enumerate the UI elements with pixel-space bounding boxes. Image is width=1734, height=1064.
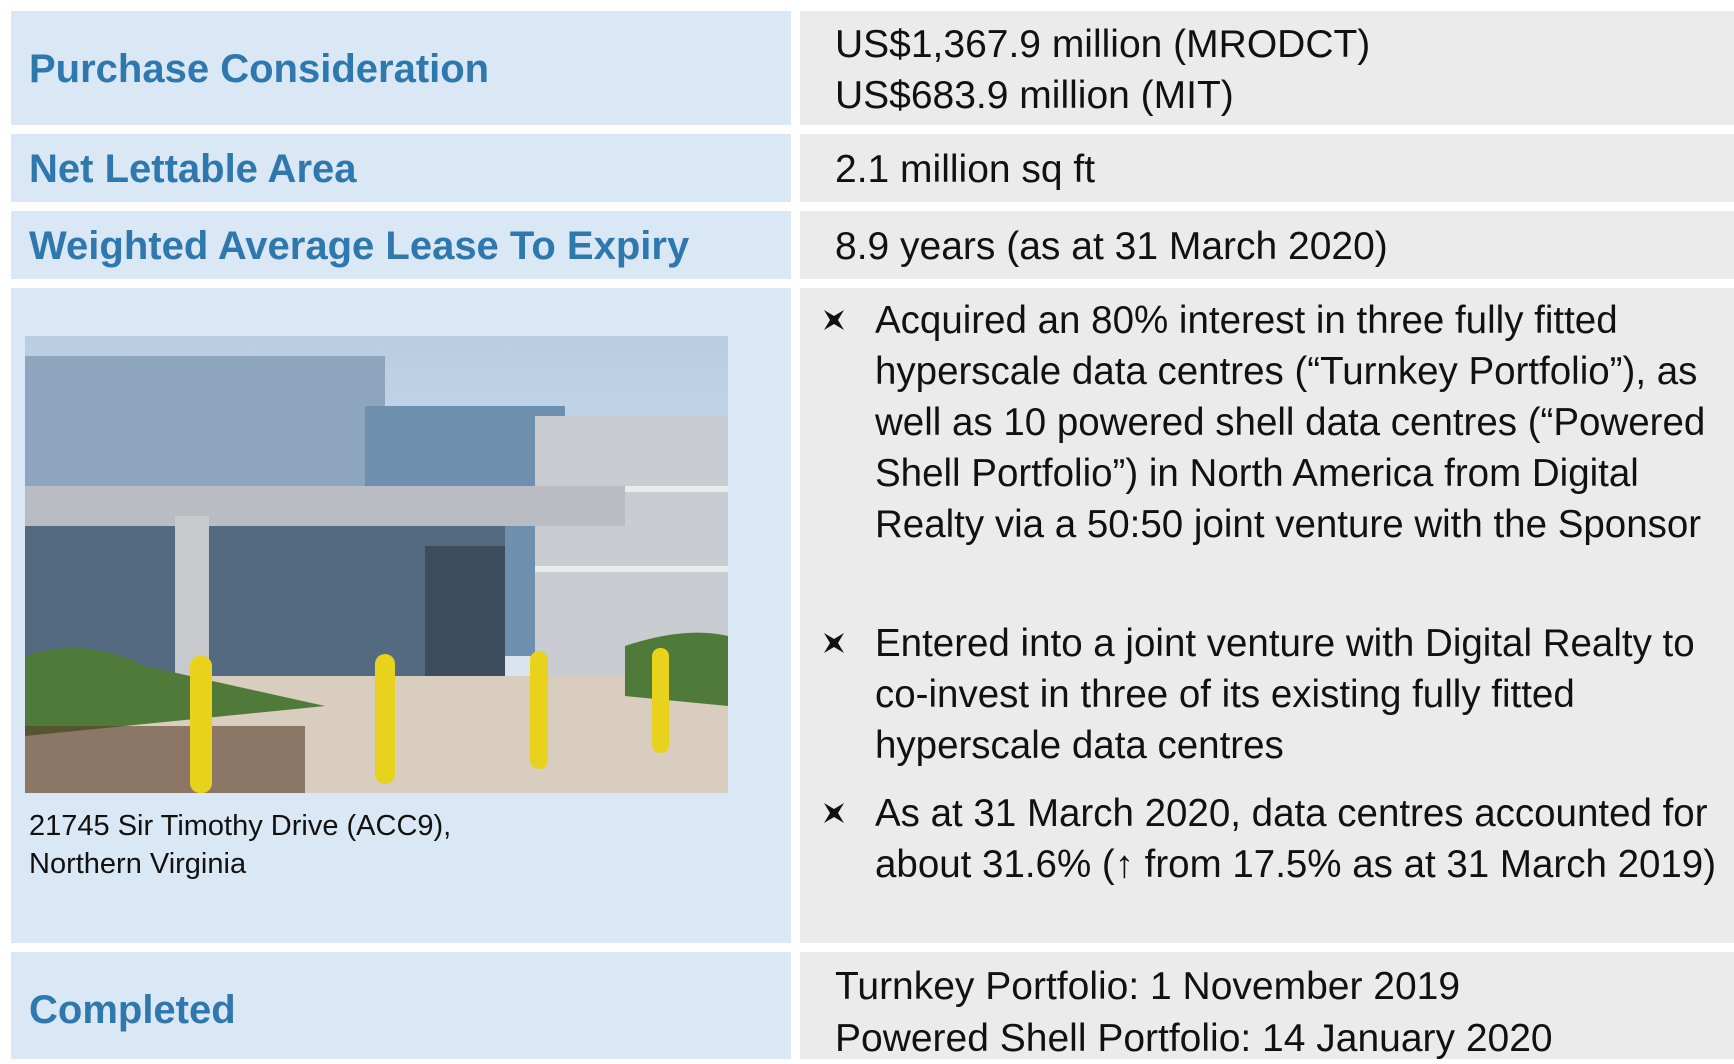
bullet-text: As at 31 March 2020, data centres accoun… (875, 792, 1717, 886)
value-cell (800, 11, 1734, 125)
row-value: US$1,367.9 million (MRODCT) (835, 23, 1371, 66)
row-label: Weighted Average Lease To Expiry (29, 224, 690, 268)
building-photo (25, 336, 728, 793)
bullet-cell (800, 288, 1734, 943)
bullet-icon (824, 803, 844, 823)
photo-caption: 21745 Sir Timothy Drive (ACC9), (29, 810, 452, 842)
row-label: Net Lettable Area (29, 147, 357, 191)
bullet-icon (824, 310, 844, 330)
row-value: 2.1 million sq ft (835, 148, 1096, 191)
label-cell (11, 211, 791, 279)
bullet-text: Acquired an 80% interest in three fully … (875, 299, 1706, 546)
value-cell (800, 134, 1734, 202)
row-label: Purchase Consideration (29, 47, 490, 91)
value-cell (800, 952, 1734, 1059)
row-label: Completed (29, 988, 236, 1032)
label-cell (11, 952, 791, 1059)
row-value: US$683.9 million (MIT) (835, 74, 1234, 117)
value-cell (800, 211, 1734, 279)
row-value: Powered Shell Portfolio: 14 January 2020 (835, 1017, 1553, 1060)
label-cell (11, 134, 791, 202)
row-value: 8.9 years (as at 31 March 2020) (835, 225, 1388, 268)
bullet-text: Entered into a joint venture with Digita… (875, 622, 1695, 767)
bullet-icon (824, 633, 844, 653)
row-value: Turnkey Portfolio: 1 November 2019 (835, 965, 1461, 1008)
photo-caption: Northern Virginia (29, 848, 247, 880)
label-cell (11, 11, 791, 125)
